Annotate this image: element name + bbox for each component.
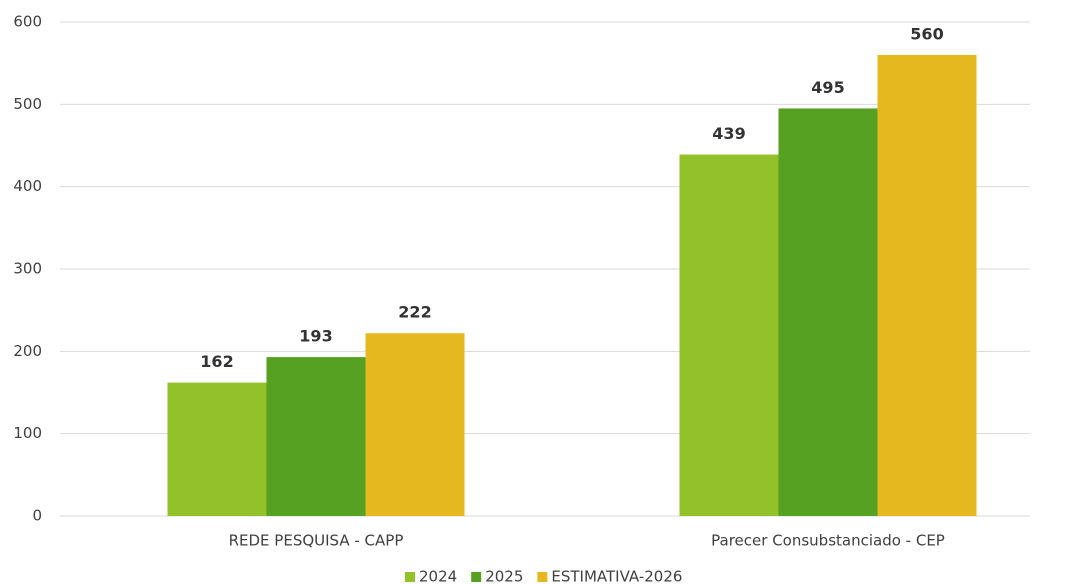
y-tick-label: 300 xyxy=(13,260,42,278)
x-tick-label: Parecer Consubstanciado - CEP xyxy=(711,532,945,550)
legend-swatch xyxy=(471,572,482,582)
bar xyxy=(167,382,267,516)
value-label: 495 xyxy=(811,78,844,97)
x-tick-label: REDE PESQUISA - CAPP xyxy=(229,532,404,550)
value-label: 222 xyxy=(398,303,431,322)
y-tick-label: 600 xyxy=(13,13,42,31)
bar xyxy=(877,54,977,516)
legend-swatch xyxy=(405,572,415,582)
legend-swatch xyxy=(537,572,548,582)
value-label: 193 xyxy=(299,327,332,346)
bar xyxy=(778,108,878,516)
y-tick-label: 400 xyxy=(13,177,42,195)
value-label: 560 xyxy=(910,24,943,43)
y-tick-label: 100 xyxy=(13,424,42,442)
y-tick-label: 200 xyxy=(13,342,42,360)
bar xyxy=(365,333,465,516)
y-tick-label: 500 xyxy=(13,95,42,113)
value-label: 162 xyxy=(200,352,233,371)
value-label: 439 xyxy=(712,124,745,143)
bar xyxy=(679,154,779,516)
legend-label: 2025 xyxy=(485,568,523,585)
legend-label: ESTIMATIVA-2026 xyxy=(551,568,682,585)
bar xyxy=(266,357,366,516)
y-tick-label: 0 xyxy=(32,507,42,525)
legend-label: 2024 xyxy=(419,568,457,585)
